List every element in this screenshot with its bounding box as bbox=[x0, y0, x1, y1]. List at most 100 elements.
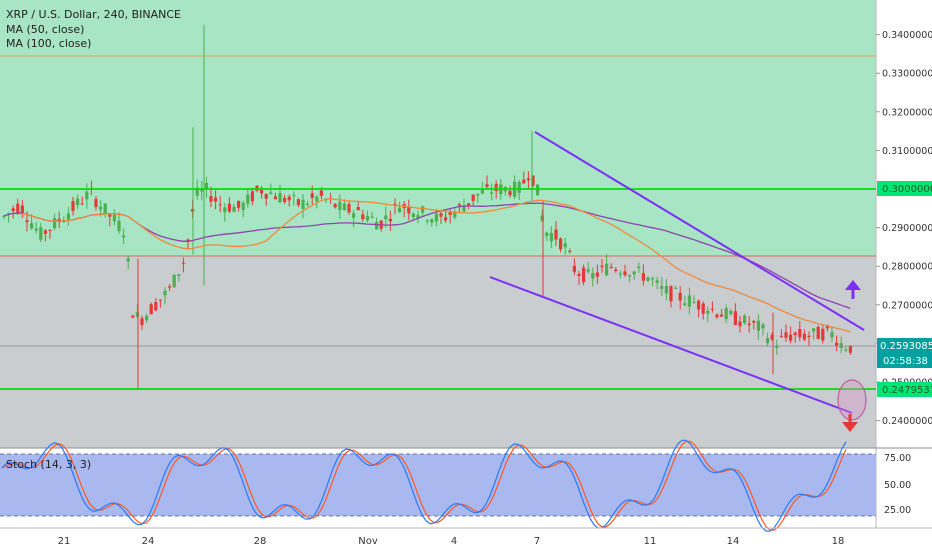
target-ellipse[interactable] bbox=[837, 379, 867, 421]
candle[interactable] bbox=[669, 285, 673, 308]
candle[interactable] bbox=[563, 237, 567, 255]
candle[interactable] bbox=[264, 193, 268, 206]
candle[interactable] bbox=[839, 336, 843, 354]
candle[interactable] bbox=[812, 327, 816, 340]
candle[interactable] bbox=[802, 329, 806, 342]
candle[interactable] bbox=[168, 283, 172, 292]
candle[interactable] bbox=[789, 326, 793, 344]
candle[interactable] bbox=[393, 198, 397, 215]
candle[interactable] bbox=[135, 304, 139, 319]
candle[interactable] bbox=[388, 210, 392, 231]
candle[interactable] bbox=[186, 238, 190, 250]
candle[interactable] bbox=[756, 314, 760, 341]
candle[interactable] bbox=[227, 197, 231, 214]
candle[interactable] bbox=[554, 221, 558, 246]
candle[interactable] bbox=[531, 175, 535, 188]
candle[interactable] bbox=[306, 200, 310, 207]
candle[interactable] bbox=[287, 194, 291, 207]
candle[interactable] bbox=[158, 299, 162, 308]
candle[interactable] bbox=[237, 200, 241, 212]
channel-upper-trendline[interactable] bbox=[534, 131, 865, 331]
candle[interactable] bbox=[637, 262, 641, 274]
candle[interactable] bbox=[697, 299, 701, 318]
candle[interactable] bbox=[411, 212, 415, 221]
candle[interactable] bbox=[835, 335, 839, 352]
candle[interactable] bbox=[710, 301, 714, 313]
candle[interactable] bbox=[347, 201, 351, 215]
candle[interactable] bbox=[94, 195, 98, 211]
candle[interactable] bbox=[747, 315, 751, 333]
candle[interactable] bbox=[177, 273, 181, 282]
candle[interactable] bbox=[830, 327, 834, 343]
candle[interactable] bbox=[641, 264, 645, 286]
candle[interactable] bbox=[425, 219, 429, 225]
candle[interactable] bbox=[444, 209, 448, 223]
candle[interactable] bbox=[453, 207, 457, 220]
candle[interactable] bbox=[752, 320, 756, 330]
candle[interactable] bbox=[301, 194, 305, 219]
candle[interactable] bbox=[430, 218, 434, 227]
candle[interactable] bbox=[246, 188, 250, 208]
candle[interactable] bbox=[476, 193, 480, 204]
candle[interactable] bbox=[273, 192, 277, 200]
candle[interactable] bbox=[103, 203, 107, 218]
candle[interactable] bbox=[651, 276, 655, 287]
candle[interactable] bbox=[582, 264, 586, 286]
candle[interactable] bbox=[766, 332, 770, 347]
candle[interactable] bbox=[623, 264, 627, 277]
candle[interactable] bbox=[163, 287, 167, 305]
candle[interactable] bbox=[122, 228, 126, 245]
candle[interactable] bbox=[600, 259, 604, 273]
candle[interactable] bbox=[34, 222, 38, 234]
candle[interactable] bbox=[591, 267, 595, 287]
candle[interactable] bbox=[605, 254, 609, 277]
candle[interactable] bbox=[108, 213, 112, 227]
candle[interactable] bbox=[356, 201, 360, 211]
candle[interactable] bbox=[577, 270, 581, 285]
candle[interactable] bbox=[439, 209, 443, 224]
candle[interactable] bbox=[283, 194, 287, 205]
candle[interactable] bbox=[333, 202, 337, 209]
candle[interactable] bbox=[172, 274, 176, 288]
candle[interactable] bbox=[421, 205, 425, 217]
candle[interactable] bbox=[522, 171, 526, 185]
candle[interactable] bbox=[43, 228, 47, 242]
candle[interactable] bbox=[71, 196, 75, 216]
candle[interactable] bbox=[471, 194, 475, 206]
candle[interactable] bbox=[361, 209, 365, 223]
candle[interactable] bbox=[223, 202, 227, 222]
candle[interactable] bbox=[342, 199, 346, 211]
candle[interactable] bbox=[53, 213, 57, 231]
candle[interactable] bbox=[674, 285, 678, 289]
candle[interactable] bbox=[821, 324, 825, 344]
candle[interactable] bbox=[181, 257, 185, 273]
candle[interactable] bbox=[66, 207, 70, 226]
candle[interactable] bbox=[807, 331, 811, 347]
candle[interactable] bbox=[609, 263, 613, 269]
candle[interactable] bbox=[375, 217, 379, 230]
candle[interactable] bbox=[214, 190, 218, 210]
candle[interactable] bbox=[844, 345, 848, 353]
candle[interactable] bbox=[241, 200, 245, 218]
candle[interactable] bbox=[48, 229, 52, 239]
candle[interactable] bbox=[536, 184, 540, 196]
candle[interactable] bbox=[398, 201, 402, 213]
candle[interactable] bbox=[416, 210, 420, 224]
candle[interactable] bbox=[126, 255, 130, 270]
candle[interactable] bbox=[490, 183, 494, 201]
candle[interactable] bbox=[614, 267, 618, 273]
candle[interactable] bbox=[149, 302, 153, 315]
candle[interactable] bbox=[683, 295, 687, 307]
candle[interactable] bbox=[145, 313, 149, 324]
candle[interactable] bbox=[572, 258, 576, 276]
candle[interactable] bbox=[384, 206, 388, 228]
candle[interactable] bbox=[370, 211, 374, 219]
candle[interactable] bbox=[540, 209, 544, 222]
candle[interactable] bbox=[660, 277, 664, 296]
candle[interactable] bbox=[761, 322, 765, 336]
candle[interactable] bbox=[770, 332, 774, 341]
candle[interactable] bbox=[816, 325, 820, 340]
candle[interactable] bbox=[232, 203, 236, 212]
candle[interactable] bbox=[30, 213, 34, 231]
